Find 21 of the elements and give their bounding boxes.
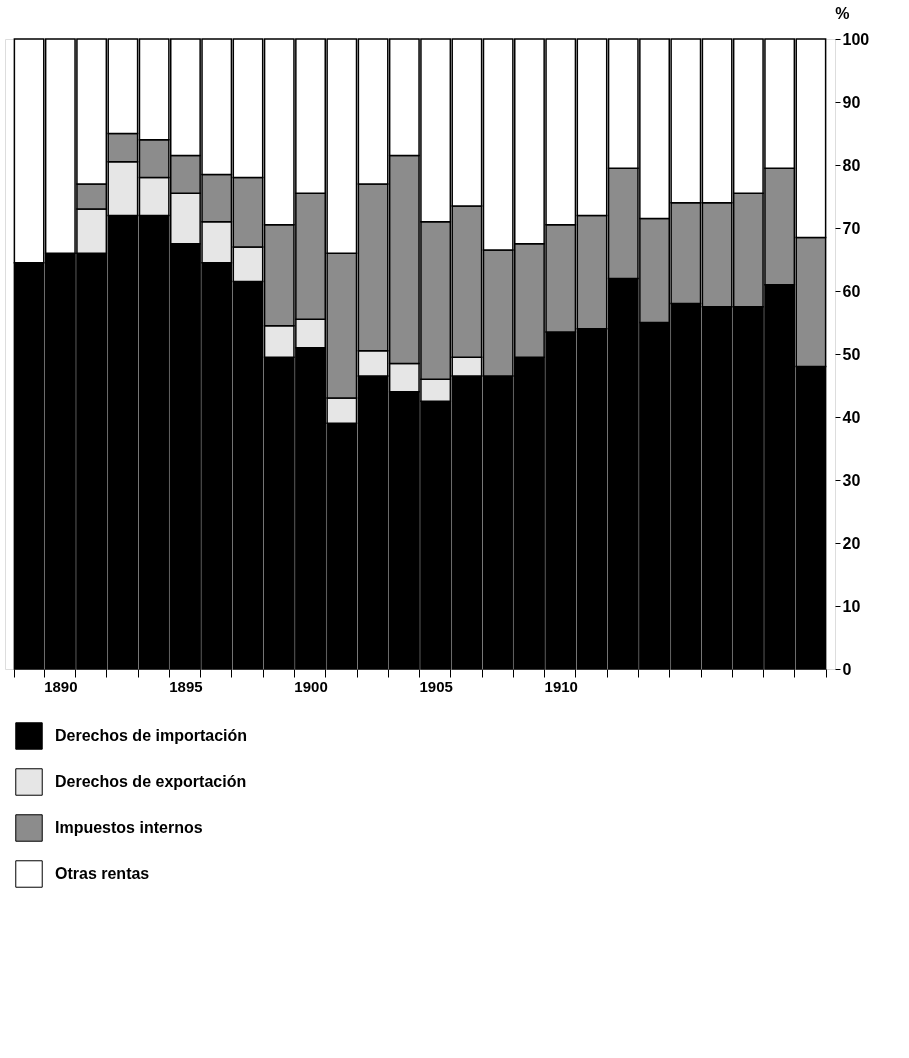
y-tick-label: 100: [842, 30, 870, 48]
x-tick-label: 1910: [544, 677, 578, 695]
x-tick-label: 1895: [169, 677, 203, 695]
y-tick-label: 50: [842, 345, 861, 363]
y-tick-label: 30: [842, 471, 861, 489]
y-tick-label: 40: [842, 408, 861, 426]
y-tick-label: 20: [842, 534, 861, 552]
y-tick-label: 80: [842, 156, 861, 174]
y-tick-label: 60: [842, 282, 861, 300]
legend-label: Otras rentas: [55, 865, 150, 882]
legend-label: Impuestos internos: [55, 819, 203, 836]
y-tick-label: 90: [842, 93, 861, 111]
y-tick-label: 0: [842, 660, 852, 678]
x-tick-label: 1900: [294, 677, 328, 695]
legend-label: Derechos de importación: [55, 727, 248, 744]
y-tick-label: 10: [842, 597, 861, 615]
x-tick-label: 1890: [44, 677, 78, 695]
legend-label: Derechos de exportación: [55, 773, 247, 790]
y-axis-title: %: [835, 4, 850, 22]
y-tick-label: 70: [842, 219, 861, 237]
x-tick-label: 1905: [419, 677, 453, 695]
